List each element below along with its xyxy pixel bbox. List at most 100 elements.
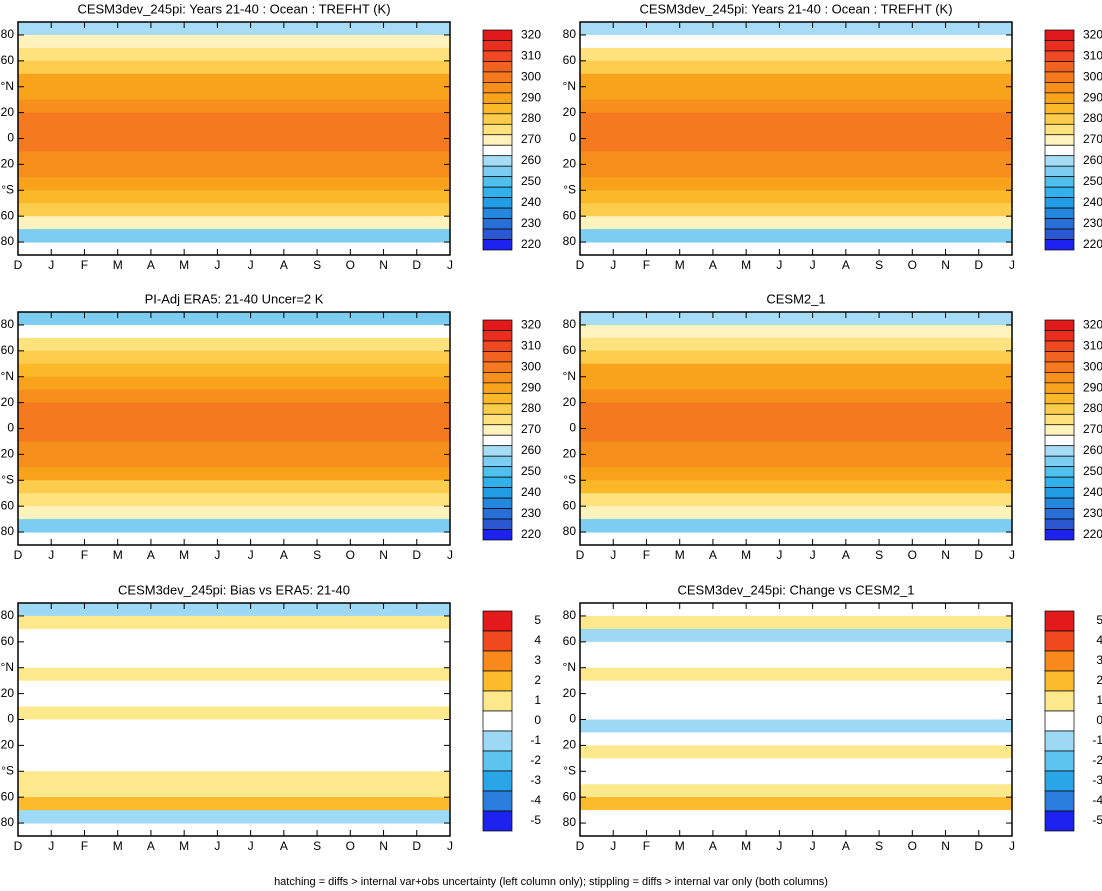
y-tick-label: °N (1, 79, 14, 93)
y-tick-label: 20 (563, 447, 577, 461)
colorbar-box (482, 382, 513, 394)
colorbar-box (1044, 29, 1075, 41)
colorbar-label: 300 (1083, 359, 1102, 373)
x-tick-label: J (776, 258, 782, 272)
colorbar-box (482, 529, 513, 541)
panel: CESM3dev_245pi: Change vs CESM2_1 80 60 °N 2… (563, 582, 1102, 853)
colorbar-label: -4 (1092, 793, 1102, 807)
field-band (18, 732, 450, 746)
field-band (18, 771, 450, 785)
field-band (18, 376, 450, 391)
panel-title: CESM3dev_245pi: Years 21-40 : Ocean : TR… (639, 1, 952, 16)
colorbar-label: 220 (521, 237, 541, 251)
field-band (580, 324, 1012, 339)
y-tick-label: 20 (1, 157, 15, 171)
colorbar-label: -5 (1092, 813, 1102, 827)
colorbar-label: 300 (521, 359, 541, 373)
field-band (580, 706, 1012, 720)
x-tick-label: S (875, 548, 883, 562)
field-band (580, 680, 1012, 695)
x-tick-label: J (48, 839, 54, 853)
x-tick-label: D (576, 258, 585, 272)
colorbar-label: 260 (521, 443, 541, 457)
field-band (580, 337, 1012, 352)
colorbar-label: 250 (521, 464, 541, 478)
colorbar-box (482, 155, 513, 167)
x-tick-label: O (908, 839, 917, 853)
x-tick-label: S (313, 839, 321, 853)
x-tick-label: J (610, 548, 616, 562)
field-band (580, 732, 1012, 746)
colorbar-box (482, 730, 513, 752)
field-band (18, 454, 450, 468)
colorbar-label: 320 (1083, 27, 1102, 41)
colorbar-box (1044, 144, 1075, 157)
x-tick-label: J (1009, 839, 1015, 853)
x-tick-label: S (313, 548, 321, 562)
colorbar-box (1044, 710, 1075, 732)
field-band (580, 467, 1012, 481)
colorbar-box (1044, 382, 1075, 394)
colorbar-box (1044, 810, 1075, 832)
field-band (580, 428, 1012, 442)
y-tick-label: 80 (1, 317, 15, 331)
field-band (18, 229, 450, 243)
field-band (18, 164, 450, 178)
field-band (580, 454, 1012, 468)
field-band (18, 603, 450, 617)
colorbar-box (482, 434, 513, 447)
colorbar-box (1044, 218, 1075, 230)
colorbar-label: 290 (521, 380, 541, 394)
field-band (580, 771, 1012, 785)
colorbar-box (482, 487, 513, 499)
x-tick-label: D (412, 839, 421, 853)
field-band (18, 190, 450, 204)
colorbar-box (1044, 455, 1075, 468)
colorbar-box (1044, 750, 1075, 772)
y-tick-label: °S (563, 182, 576, 196)
colorbar-box (482, 508, 513, 520)
x-tick-label: J (810, 548, 816, 562)
x-tick-label: A (147, 839, 155, 853)
field-band (18, 324, 450, 339)
colorbar-label: 320 (521, 27, 541, 41)
colorbar-box (1044, 445, 1075, 457)
colorbar-box (1044, 165, 1075, 178)
y-tick-label: °N (1, 660, 14, 674)
colorbar-box (482, 134, 513, 146)
colorbar-box (482, 165, 513, 178)
field-band (580, 376, 1012, 391)
colorbar-label: 290 (521, 90, 541, 104)
field-band (580, 415, 1012, 429)
colorbar-box (482, 40, 513, 52)
y-tick-label: 0 (7, 421, 14, 435)
field-band (580, 758, 1012, 772)
colorbar-box (1044, 102, 1075, 115)
field-band (580, 628, 1012, 643)
x-tick-label: D (974, 839, 983, 853)
x-tick-label: J (810, 258, 816, 272)
colorbar-box (482, 176, 513, 188)
field-band (580, 493, 1012, 507)
y-tick-label: 80 (563, 317, 577, 331)
colorbar-box (1044, 372, 1075, 384)
colorbar-box (482, 330, 513, 342)
colorbar-box (1044, 82, 1075, 94)
field-band (580, 667, 1012, 682)
field-band (18, 138, 450, 152)
field-band (18, 34, 450, 49)
x-tick-label: S (313, 258, 321, 272)
x-tick-label: F (81, 548, 88, 562)
colorbar-box (1044, 207, 1075, 219)
colorbar-box (1044, 92, 1075, 104)
x-tick-label: M (675, 839, 685, 853)
y-tick-label: °N (563, 369, 576, 383)
x-tick-label: J (610, 839, 616, 853)
colorbar-label: 2 (1096, 673, 1102, 687)
field-band (580, 216, 1012, 230)
field-band (18, 337, 450, 352)
colorbar-box (1044, 228, 1075, 240)
colorbar-box (482, 82, 513, 94)
field-band (18, 628, 450, 643)
